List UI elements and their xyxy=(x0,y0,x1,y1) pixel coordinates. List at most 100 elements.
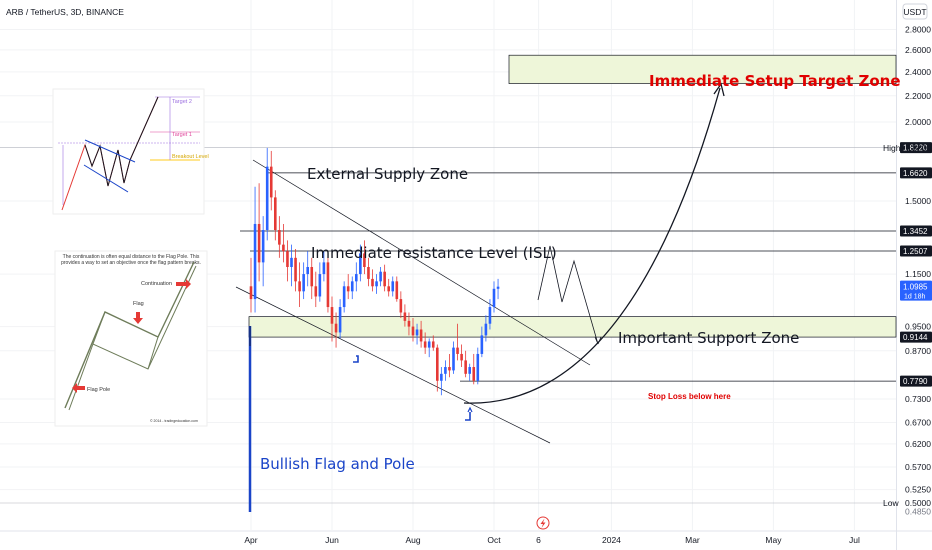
inset-flag: Flag xyxy=(133,301,144,307)
inset-flag-pole: Flag Pole xyxy=(87,387,110,393)
price-tag-label: 0.9144 xyxy=(903,333,928,342)
price-tag-label: 1.8220 xyxy=(903,144,928,153)
candle-body xyxy=(476,353,480,381)
price-tag-bg xyxy=(900,280,932,301)
flag-pole-arrow-icon xyxy=(72,383,85,393)
y-tick-label: 2.2000 xyxy=(905,91,931,101)
y-tick-label: 0.8700 xyxy=(905,346,931,356)
inset-target2: Target 2 xyxy=(172,99,192,105)
price-tag-label: 0.7790 xyxy=(903,377,928,386)
price-tag-label: 0.5000 xyxy=(905,498,931,508)
y-tick-label: 2.4000 xyxy=(905,67,931,77)
inset-flag-path xyxy=(84,96,159,187)
candle-body xyxy=(387,286,390,292)
x-tick-label: Oct xyxy=(487,535,501,545)
y-tick-label: 0.6200 xyxy=(905,439,931,449)
x-tick-label: May xyxy=(765,535,782,545)
x-tick-label: Aug xyxy=(405,535,420,545)
flag-pole-label: Bullish Flag and Pole xyxy=(260,455,415,473)
candle-body xyxy=(257,223,261,263)
y-tick-label: 0.7300 xyxy=(905,394,931,404)
time-axis[interactable]: Apr Jun Aug Oct 6 2024 Mar May Jul xyxy=(244,535,860,545)
y-tick-label: 2.0000 xyxy=(905,117,931,127)
y-tick-label: 2.6000 xyxy=(905,45,931,55)
candle-body xyxy=(278,230,281,245)
flag-channel xyxy=(235,159,591,444)
candle-body xyxy=(355,274,358,282)
target-arc-arrow-icon xyxy=(713,82,725,97)
candle-body xyxy=(253,223,257,300)
price-tag-label: 0.4850 xyxy=(905,506,931,516)
x-tick-label: Mar xyxy=(685,535,700,545)
price-tag-label: 1.2507 xyxy=(903,247,928,256)
candle-body xyxy=(464,360,467,374)
stop-loss-label: Stop Loss below here xyxy=(648,392,731,401)
x-tick-label: Jul xyxy=(849,535,860,545)
inset-description: The continuation is often equal distance… xyxy=(61,254,201,266)
currency-label: USDT xyxy=(903,7,926,17)
price-tag-bg xyxy=(900,245,932,257)
price-tag-countdown: 1d 18h xyxy=(904,294,926,301)
zones xyxy=(248,54,897,338)
candle-body xyxy=(423,341,427,348)
price-axis[interactable]: 2.8000 2.6000 2.4000 2.2000 2.0000 1.5000 1.15… xyxy=(905,25,931,495)
target-arc xyxy=(463,87,721,404)
x-tick-label: 2024 xyxy=(602,535,621,545)
candle-body xyxy=(371,278,374,287)
candle-body xyxy=(456,347,459,354)
y-tick-label: 0.5700 xyxy=(905,462,931,472)
y-tick-label: 0.5250 xyxy=(905,485,931,495)
candle-body xyxy=(322,262,326,275)
y-tick-label: 2.8000 xyxy=(905,25,931,35)
candle-body xyxy=(342,286,346,308)
candle-body xyxy=(448,367,451,371)
candle-body xyxy=(407,320,411,327)
x-tick-label: Jun xyxy=(325,535,339,545)
y-tick-label: 0.6700 xyxy=(905,418,931,428)
candle-body xyxy=(452,347,455,371)
candle-body xyxy=(302,274,305,292)
flash-icon[interactable] xyxy=(536,516,550,530)
price-tag-bg xyxy=(900,375,932,387)
candle-body xyxy=(249,286,253,300)
candle-body xyxy=(350,281,354,292)
support-zone-label: Important Support Zone xyxy=(618,329,799,347)
candle-body xyxy=(488,307,492,324)
inset2-inner-path xyxy=(68,265,197,411)
candle-body xyxy=(265,166,269,231)
y-tick-label: 0.9500 xyxy=(905,322,931,332)
candle-body xyxy=(338,307,342,333)
candle-body xyxy=(460,353,463,361)
candle-body xyxy=(403,312,407,321)
candle-body xyxy=(359,253,362,275)
candle-body xyxy=(436,347,439,381)
channel-lower-line xyxy=(235,286,551,444)
price-tag-prefix: Low xyxy=(883,498,899,508)
target-zone-label: Immediate Setup Target Zone xyxy=(649,72,901,90)
candle-body xyxy=(444,367,447,374)
candle-body xyxy=(286,251,289,267)
horizontal-levels xyxy=(0,147,896,504)
candle-body xyxy=(427,341,431,348)
inset-target1: Target 1 xyxy=(172,132,192,138)
bottom-marker-icon xyxy=(465,412,471,421)
candle-body xyxy=(395,281,399,300)
currency-badge[interactable] xyxy=(902,3,928,20)
candle-body xyxy=(346,286,350,292)
candle-body xyxy=(472,367,476,381)
candle-body xyxy=(318,274,322,297)
candle-body xyxy=(269,166,273,198)
x-tick-label: 6 xyxy=(536,535,541,545)
candle-body xyxy=(415,329,419,336)
candle-body xyxy=(314,286,318,297)
candle-body xyxy=(391,281,395,292)
price-tag-label: 1.6620 xyxy=(903,169,928,178)
isl-label: Immediate resistance Level (ISL) xyxy=(311,244,557,262)
candle-body xyxy=(468,367,471,374)
target-zone-box xyxy=(508,54,897,84)
candle-body xyxy=(411,326,415,336)
inset-continuation: Continuation xyxy=(141,281,172,287)
